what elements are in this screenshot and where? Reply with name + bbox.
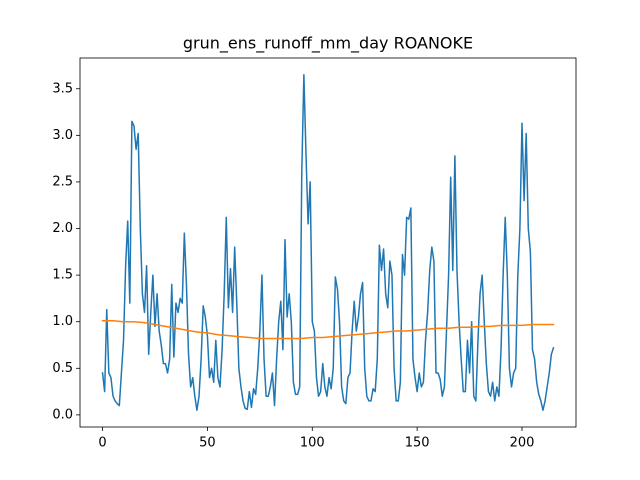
y-tick-label: 2.0 xyxy=(52,221,73,236)
y-tick-label: 3.5 xyxy=(52,81,73,96)
x-tick-label: 200 xyxy=(510,436,535,451)
x-tick-label: 100 xyxy=(300,436,325,451)
y-tick-label: 1.0 xyxy=(52,314,73,329)
x-tick-label: 50 xyxy=(199,436,216,451)
y-tick-label: 0.5 xyxy=(52,361,73,376)
y-tick-label: 3.0 xyxy=(52,128,73,143)
plot-frame xyxy=(79,57,577,428)
x-tick-label: 0 xyxy=(98,436,106,451)
y-tick-label: 0.0 xyxy=(52,407,73,422)
y-tick-label: 2.5 xyxy=(52,174,73,189)
line-series xyxy=(101,74,555,411)
y-tick-label: 1.5 xyxy=(52,268,73,283)
x-tick-label: 150 xyxy=(405,436,430,451)
chart-title: grun_ens_runoff_mm_day ROANOKE xyxy=(183,34,473,54)
line-series xyxy=(101,320,555,340)
